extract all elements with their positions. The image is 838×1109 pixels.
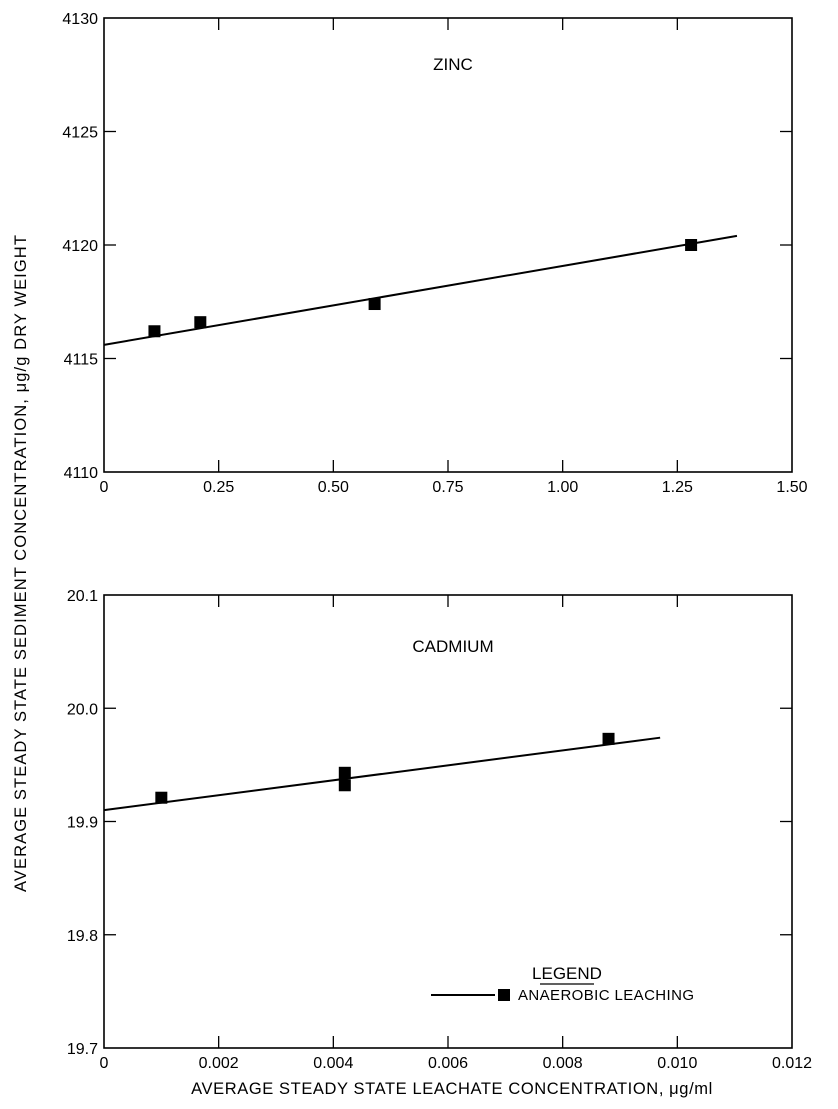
y-axis-label: AVERAGE STEADY STATE SEDIMENT CONCENTRAT… [12,234,30,892]
x-tick-label: 1.25 [662,479,693,496]
data-point [602,732,615,745]
x-tick-label: 0.002 [199,1055,239,1072]
x-tick-label: 0.75 [432,479,463,496]
data-point [685,239,698,251]
data-point [338,766,351,779]
y-tick-label: 4110 [64,465,99,482]
fit-line [103,234,738,346]
chart-title: ZINC [433,55,473,74]
x-tick-label: 0.004 [313,1055,353,1072]
x-tick-label: 1.50 [776,479,807,496]
legend-title: LEGEND [532,964,602,983]
y-tick-label: 20.1 [67,588,98,605]
y-tick-label: 4115 [64,352,99,369]
x-tick-label: 1.00 [547,479,578,496]
x-tick-label: 0.008 [543,1055,583,1072]
data-point [194,316,207,329]
data-point [155,791,168,804]
legend: LEGEND ANAEROBIC LEACHING [431,964,694,1004]
y-tick-label: 20.0 [67,701,98,718]
x-tick-label: 0 [100,1055,109,1072]
y-tick-label: 19.8 [67,928,98,945]
x-tick-label: 0.50 [318,479,349,496]
y-tick-label: 19.7 [67,1041,98,1058]
chart-title: CADMIUM [412,637,493,656]
cadmium-panel: CADMIUM 0 0.002 0.004 0.006 0.008 0.010 0.012 19… [67,588,812,1072]
x-tick-label: 0 [100,479,109,496]
x-tick-label: 0.012 [772,1055,812,1072]
x-tick-label: 0.010 [657,1055,697,1072]
x-tick-label: 0.25 [203,479,234,496]
y-tick-label: 4120 [62,238,98,255]
y-tick-label: 4125 [62,125,98,142]
data-point [368,298,381,311]
x-axis-label: AVERAGE STEADY STATE LEACHATE CONCENTRAT… [191,1080,713,1098]
fit-line [103,736,661,812]
zinc-panel: ZINC 0 0.25 0.50 0.75 1.00 1.25 1.50 4110 4115 412… [62,11,807,496]
x-tick-label: 0.006 [428,1055,468,1072]
plot-frame [103,594,793,1049]
y-tick-label: 19.9 [67,815,98,832]
legend-entry-label: ANAEROBIC LEACHING [518,987,694,1004]
y-tick-label: 4130 [62,11,98,28]
data-point [338,779,351,792]
legend-marker-sample [498,989,510,1001]
data-point [148,325,161,338]
